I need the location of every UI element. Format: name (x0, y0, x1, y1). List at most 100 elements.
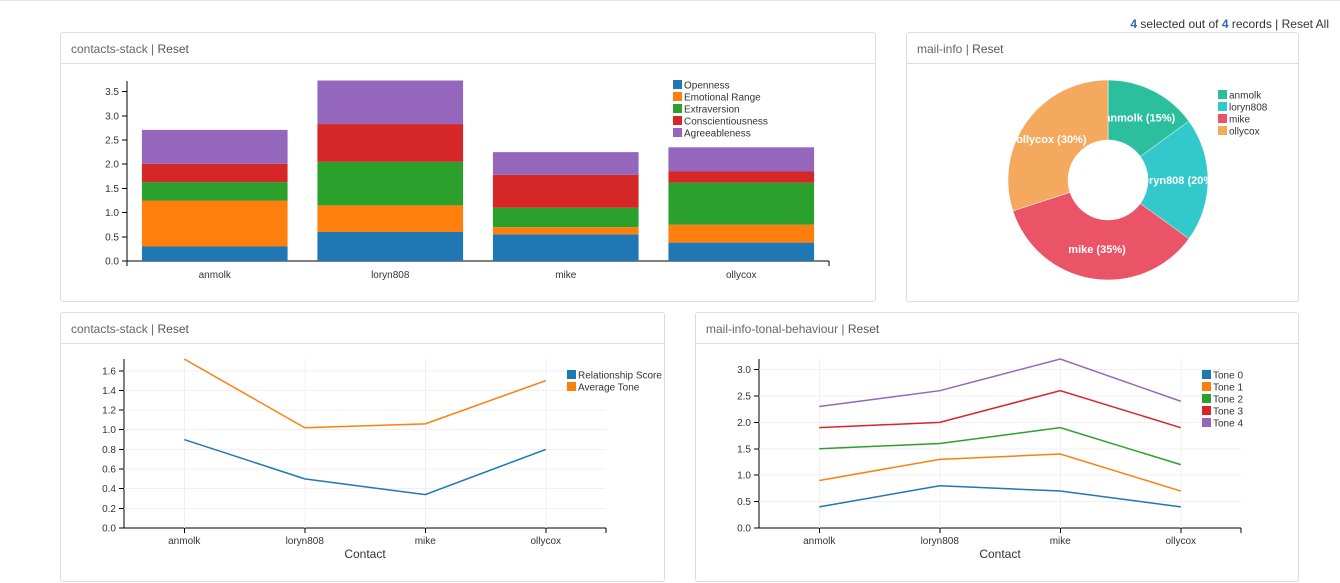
panel-reset-link[interactable]: Reset (972, 42, 1004, 56)
legend-item[interactable]: Tone 2 (1202, 394, 1243, 406)
x-tick-label: loryn808 (286, 536, 325, 547)
y-tick: 3.0 (737, 365, 751, 376)
summary-text-2: records | (1228, 17, 1282, 31)
bar-segment[interactable] (317, 124, 464, 162)
bar-segment[interactable] (668, 171, 815, 183)
series-line[interactable] (819, 453, 1181, 492)
bar-segment[interactable] (141, 129, 288, 164)
bar-segment[interactable] (668, 182, 815, 225)
legend-item[interactable]: Conscientiousness (673, 116, 768, 128)
legend-label: anmolk (1229, 91, 1262, 102)
panel-reset-link[interactable]: Reset (847, 322, 880, 336)
stacked-bar-chart: 0.0 0.5 1.0 1.5 2.0 2.5 3.0 3.5 anmolk loryn808 mi… (105, 80, 830, 281)
bar-segment[interactable] (141, 182, 288, 201)
legend-swatch (567, 382, 576, 391)
y-tick-label: 1.5 (737, 444, 751, 455)
panel-reset-link[interactable]: Reset (157, 42, 189, 56)
legend-item[interactable]: Relationship Score (567, 370, 662, 382)
series-line[interactable] (819, 389, 1181, 429)
legend-swatch (1202, 418, 1211, 427)
legend-item[interactable]: Tone 0 (1202, 370, 1243, 382)
legend-swatch (1218, 126, 1227, 135)
series-line[interactable] (819, 484, 1181, 508)
bar-segment[interactable] (492, 234, 639, 261)
legend-item[interactable]: Average Tone (567, 382, 640, 394)
legend-item[interactable]: mike (1218, 114, 1251, 126)
legend-swatch (673, 116, 682, 125)
legend-label: Tone 0 (1213, 371, 1243, 382)
legend-label: Tone 3 (1213, 407, 1243, 418)
legend-item[interactable]: Agreeableness (673, 128, 751, 140)
series-line[interactable] (819, 426, 1181, 466)
bar-segment[interactable] (668, 147, 815, 172)
panel-header: mail-info | Reset (907, 33, 1298, 64)
reset-all-link[interactable]: Reset All (1281, 17, 1329, 31)
panel-title: contacts-stack (71, 42, 148, 56)
legend-swatch (567, 370, 576, 379)
y-tick: 1.0 (737, 471, 751, 482)
bar-segment[interactable] (141, 163, 288, 183)
y-tick-label: 1.0 (102, 425, 116, 436)
y-tick-label: 3.5 (105, 87, 119, 98)
bar-segment[interactable] (492, 174, 639, 208)
y-tick: 1.4 (102, 386, 116, 397)
tonal-line-chart: 0.0 0.5 1.0 1.5 2.0 2.5 3.0 anmolk loryn808 mike o… (737, 358, 1243, 561)
bar-segment[interactable] (141, 200, 288, 247)
x-axis-title: Contact (979, 547, 1021, 561)
y-tick-label: 0.5 (105, 232, 119, 243)
series-line[interactable] (184, 438, 547, 496)
legend-item[interactable]: ollycox (1218, 126, 1260, 138)
bar-segment[interactable] (317, 205, 464, 232)
pie-slice[interactable] (1012, 192, 1190, 281)
bar-segment[interactable] (141, 246, 288, 261)
legend-item[interactable]: Extraversion (673, 104, 740, 116)
filter-summary: 4 selected out of 4 records | Reset All (1130, 17, 1329, 31)
panel-title-separator: | (147, 322, 158, 336)
legend-item[interactable]: Openness (673, 80, 730, 92)
legend-label: mike (1229, 115, 1251, 126)
bar-segment[interactable] (317, 80, 464, 125)
legend-swatch (673, 80, 682, 89)
legend-swatch (673, 128, 682, 137)
top-divider (0, 0, 1340, 1)
bar-segment[interactable] (317, 161, 464, 206)
x-tick-label: ollycox (530, 536, 561, 547)
slice-label: anmolk (15%) (1104, 113, 1175, 125)
pie-slice[interactable] (1140, 120, 1209, 240)
panel-title: mail-info (917, 42, 963, 56)
x-tick: anmolk (168, 536, 201, 547)
legend-item[interactable]: Emotional Range (673, 92, 761, 104)
slice-label: loryn808 (20%) (1139, 175, 1217, 187)
bar-segment[interactable] (492, 152, 639, 175)
legend-label: Relationship Score (578, 371, 662, 382)
legend-item[interactable]: Tone 4 (1202, 418, 1243, 430)
y-tick: 1.6 (102, 366, 116, 377)
y-tick-label: 3.0 (737, 365, 751, 376)
series-line[interactable] (183, 358, 547, 429)
slice-label: ollycox (30%) (1016, 134, 1087, 146)
bar-segment[interactable] (668, 242, 815, 261)
mail-info-pie-panel: mail-info | Reset anmolk (15%) loryn808 (… (906, 32, 1299, 302)
legend-swatch (673, 104, 682, 113)
bar-segment[interactable] (492, 227, 639, 235)
pie-slice[interactable] (1007, 79, 1109, 212)
x-tick-label: ollycox (726, 270, 757, 281)
y-tick-label: 0.6 (102, 465, 116, 476)
y-tick-label: 1.2 (102, 406, 116, 417)
x-tick-label: loryn808 (921, 536, 960, 547)
legend-item[interactable]: anmolk (1218, 90, 1262, 102)
panel-reset-link[interactable]: Reset (157, 322, 189, 336)
legend-swatch (673, 92, 682, 101)
legend-item[interactable]: Tone 1 (1202, 382, 1243, 394)
bar-segment[interactable] (492, 207, 639, 228)
x-tick-label: mike (1050, 536, 1072, 547)
bar-segment[interactable] (317, 231, 464, 261)
bar-segment[interactable] (668, 224, 815, 243)
x-tick-label: loryn808 (371, 270, 410, 281)
legend-item[interactable]: Tone 3 (1202, 406, 1243, 418)
legend-swatch (1218, 102, 1227, 111)
y-tick-label: 1.6 (102, 366, 116, 377)
panel-header: contacts-stack | Reset (61, 313, 664, 344)
series-line[interactable] (819, 358, 1181, 408)
legend-item[interactable]: loryn808 (1218, 102, 1268, 114)
